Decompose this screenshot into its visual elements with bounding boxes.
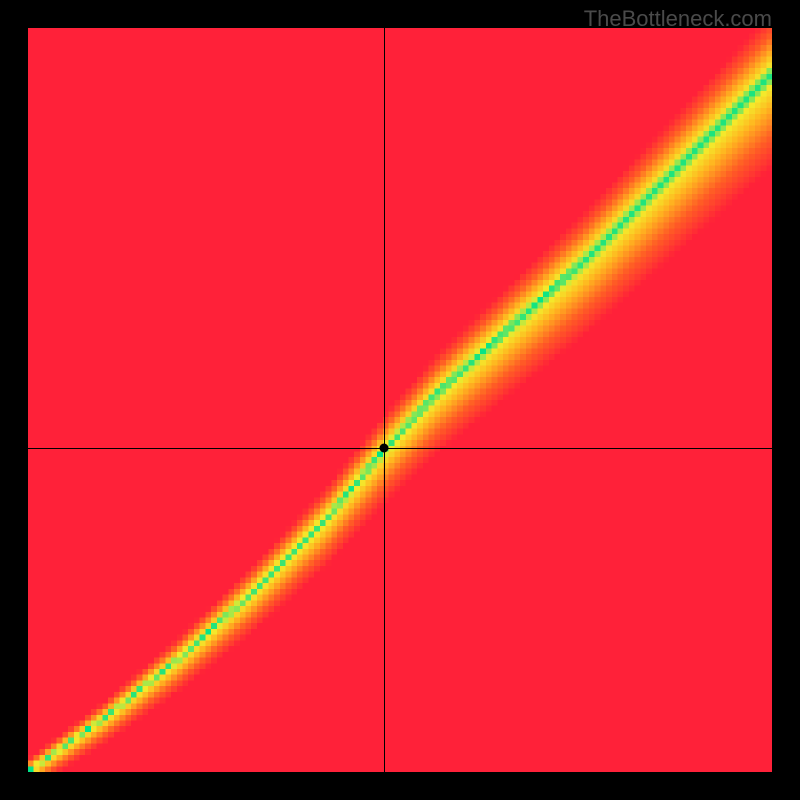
selection-marker-dot xyxy=(380,444,389,453)
crosshair-horizontal xyxy=(28,448,772,449)
heatmap-canvas xyxy=(28,28,772,772)
watermark-text: TheBottleneck.com xyxy=(584,6,772,32)
bottleneck-heatmap xyxy=(28,28,772,772)
crosshair-vertical xyxy=(384,28,385,772)
